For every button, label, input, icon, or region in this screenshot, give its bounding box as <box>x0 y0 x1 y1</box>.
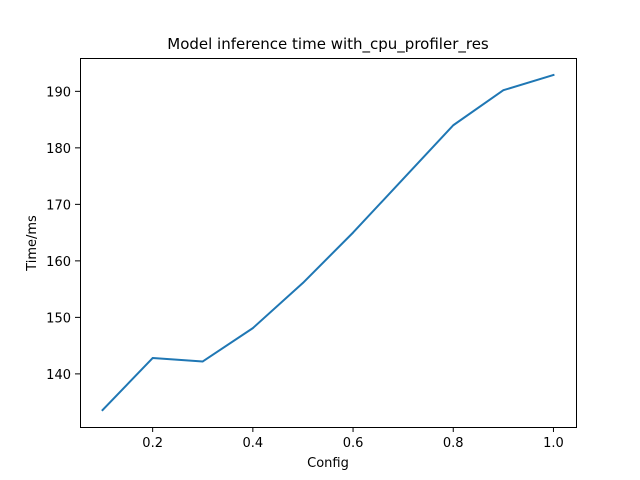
x-tick-label: 0.8 <box>443 436 464 451</box>
data-point <box>302 282 304 284</box>
data-point <box>552 74 555 76</box>
x-tick-label: 0.6 <box>343 436 364 451</box>
x-tick-label: 0.2 <box>142 436 163 451</box>
data-point <box>151 357 154 359</box>
data-point <box>252 327 254 329</box>
y-tick-label: 150 <box>46 311 71 326</box>
data-point <box>452 124 455 127</box>
data-point <box>101 409 104 411</box>
plot-area-frame <box>80 58 577 428</box>
x-tick-label: 0.4 <box>243 436 264 451</box>
data-point <box>502 89 505 92</box>
series-line <box>101 73 555 412</box>
data-point <box>201 360 204 363</box>
data-point <box>402 178 404 180</box>
x-tick-label: 1.0 <box>543 436 564 451</box>
y-axis-label: Time/ms <box>25 215 40 272</box>
y-tick-label: 160 <box>46 255 71 270</box>
y-tick-label: 170 <box>46 198 71 213</box>
y-tick-label: 190 <box>46 85 71 100</box>
y-tick-label: 180 <box>46 142 71 157</box>
ticks-layer: 0.2 0.4 0.6 0.8 1.0 140 150 160 170 180 190 <box>46 85 564 451</box>
data-point <box>352 231 354 234</box>
series-layer <box>101 73 555 412</box>
y-tick-label: 140 <box>46 368 71 383</box>
chart-title: Model inference time with_cpu_profiler_r… <box>167 35 489 54</box>
x-axis-label: Config <box>307 456 349 471</box>
